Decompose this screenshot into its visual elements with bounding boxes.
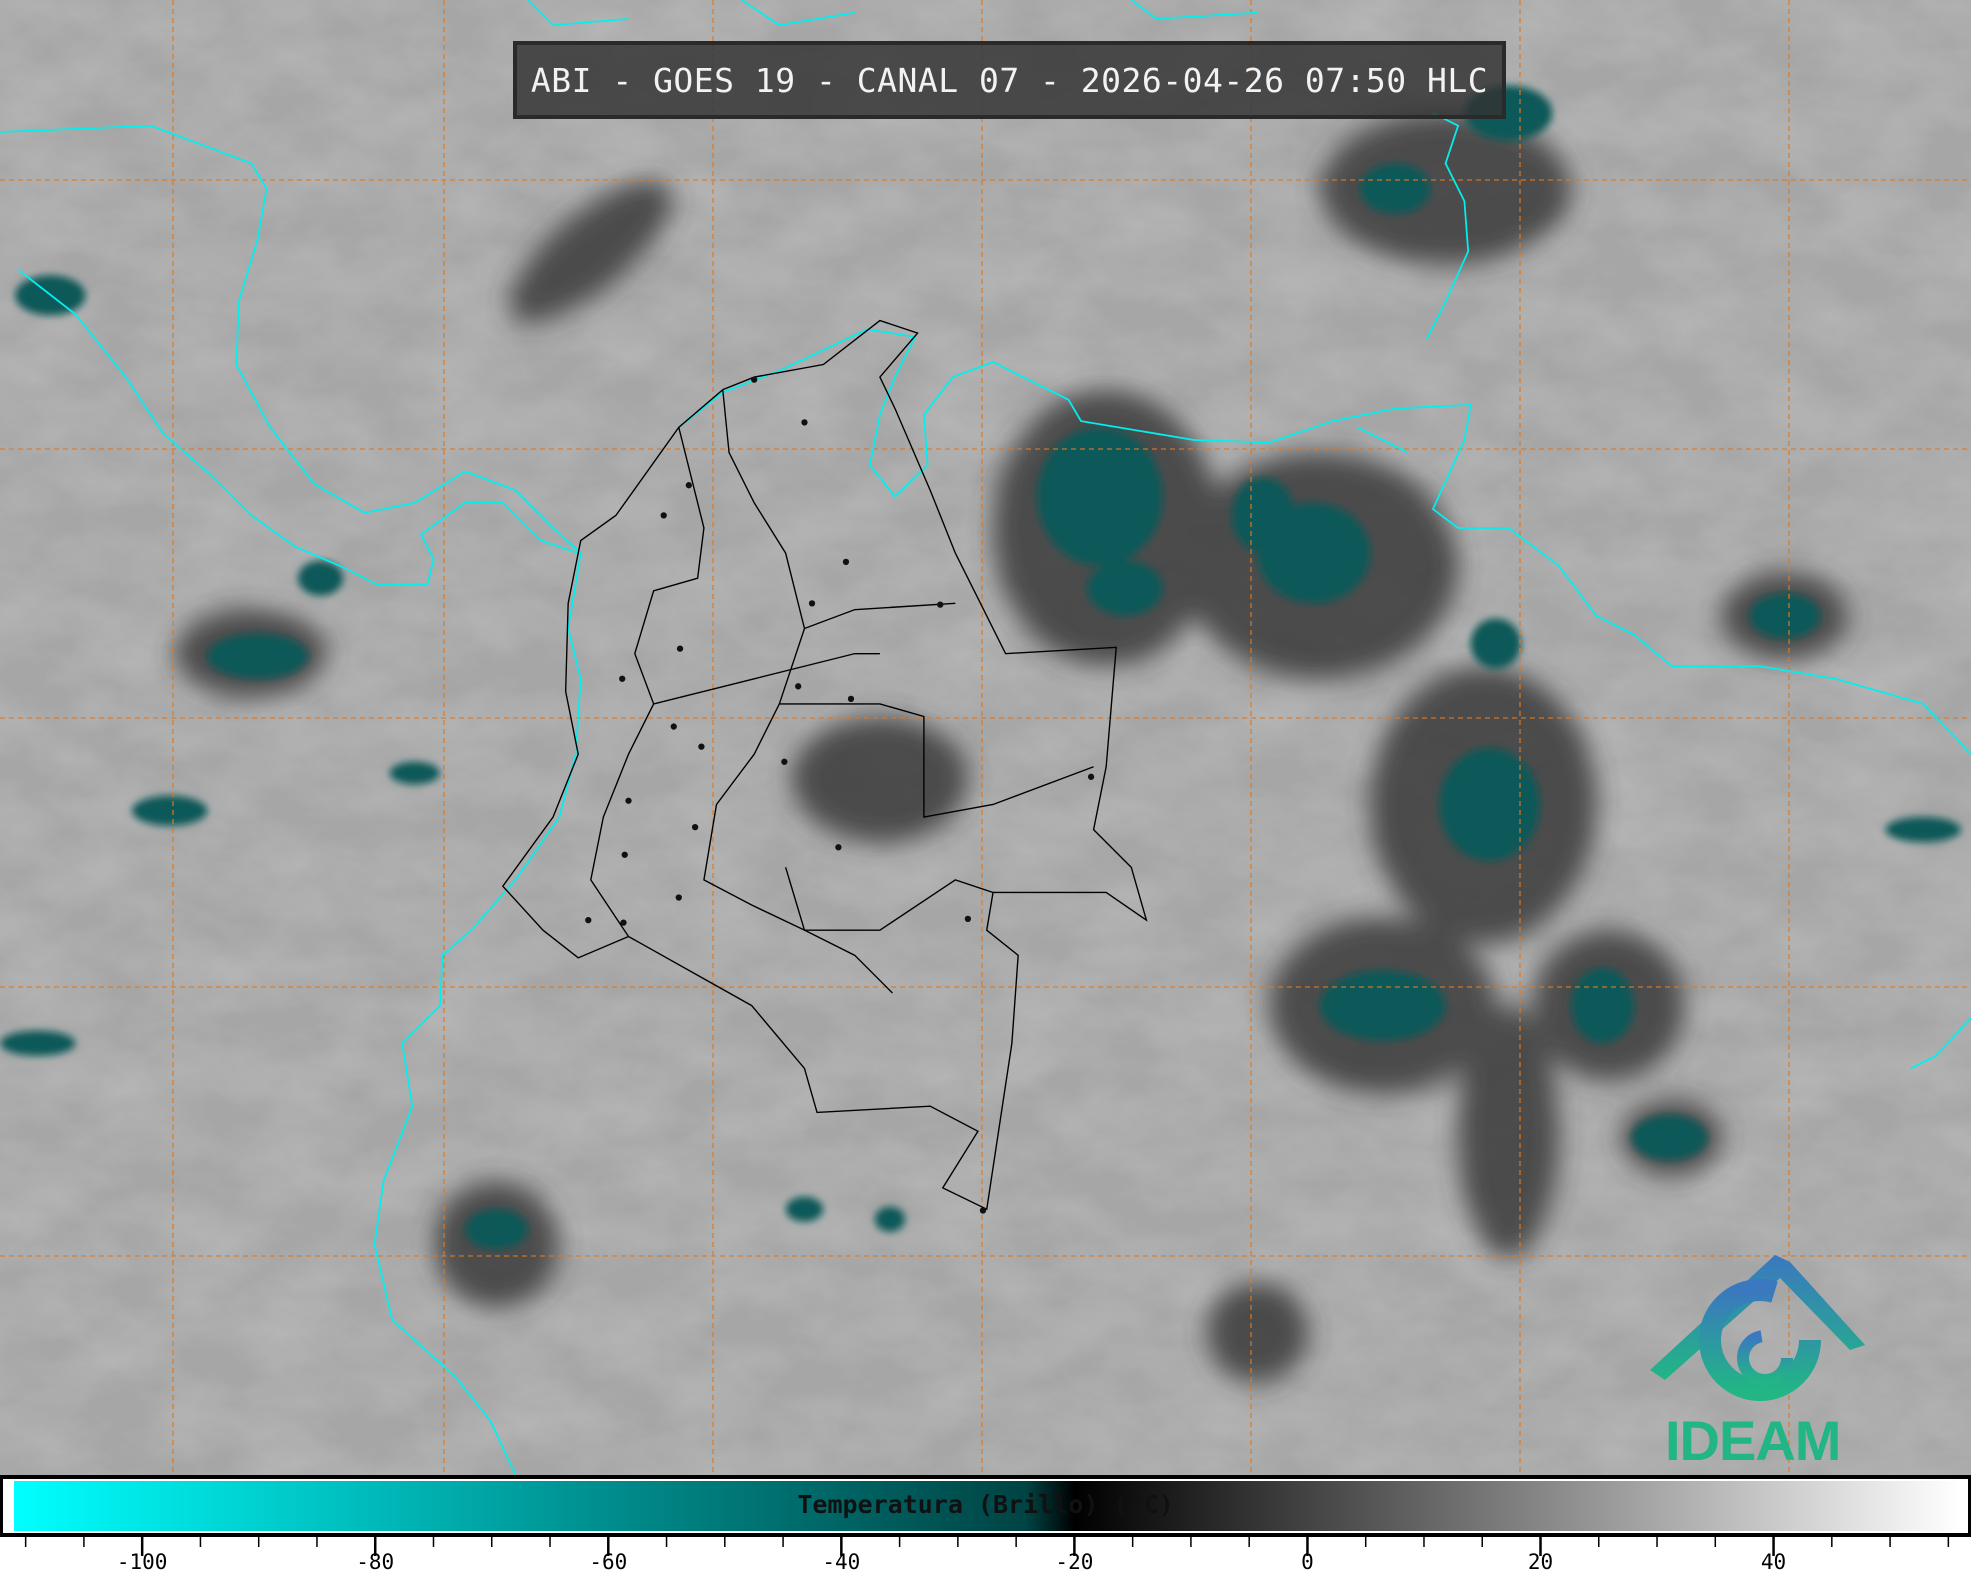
coastlines [0,0,1971,1475]
cold-cloud-tops [0,85,1961,1250]
colorbar [0,1475,1971,1556]
ideam-logo-graphic [1650,1255,1865,1401]
tick-label: 0 [1301,1550,1314,1574]
city-markers [585,376,1095,1214]
satellite-imagery [0,0,1971,1475]
map-title: ABI - GOES 19 - CANAL 07 - 2026-04-26 07… [513,41,1506,119]
colorbar-ticks [24,1537,1950,1556]
ideam-logo: IDEAM [1665,1409,1841,1472]
tick-label: -20 [1055,1550,1094,1574]
tick-label: 40 [1760,1550,1787,1574]
tick-label: -80 [356,1550,395,1574]
graticule [0,0,1971,1475]
tick-label: -40 [822,1550,861,1574]
tick-label: 20 [1527,1550,1554,1574]
tick-label: -100 [116,1550,168,1574]
colorbar-label: Temperatura (Brillo) (°C) [797,1490,1174,1519]
tick-label: -60 [589,1550,628,1574]
colombia-borders [501,319,1148,1211]
